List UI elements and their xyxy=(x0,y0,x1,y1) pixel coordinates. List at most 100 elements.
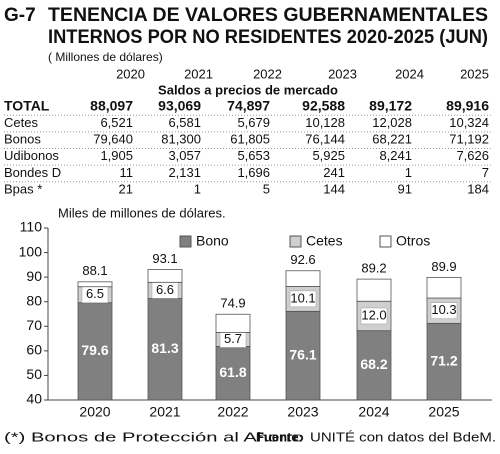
table-cell: 74,897 xyxy=(227,98,270,114)
legend-swatch xyxy=(179,235,192,248)
table-row-label: Bonos xyxy=(4,132,41,147)
table-cell: 8,241 xyxy=(379,148,412,163)
table-cell: 7 xyxy=(482,165,489,180)
table-cell: 144 xyxy=(323,181,345,196)
label-box xyxy=(430,302,458,319)
table-row-label: Bondes D xyxy=(4,165,61,180)
y-axis-label: Miles de millones de dólares. xyxy=(58,205,226,220)
chart-code: G-7 xyxy=(4,5,36,26)
source: UNITÉ con datos del BdeM. xyxy=(310,429,496,444)
bar-segment xyxy=(147,269,183,283)
total-label: 74.9 xyxy=(220,296,245,311)
bar-value-label: 61.8 xyxy=(219,364,246,380)
total-label: 89.9 xyxy=(431,259,456,274)
table-cell: 5 xyxy=(263,181,270,196)
y-tick-label: 110 xyxy=(20,219,43,235)
table-cell: 5,653 xyxy=(237,148,270,163)
label-box xyxy=(360,307,388,325)
bar-value-label: 68.2 xyxy=(360,356,387,372)
table-cell: 7,626 xyxy=(456,148,489,163)
y-tick-label: 100 xyxy=(19,243,43,259)
table-cell: 1 xyxy=(194,181,201,196)
bar-value-label: 5.7 xyxy=(224,331,242,346)
table-column-header: 2022 xyxy=(253,66,282,81)
table-row-label: Udibonos xyxy=(4,148,59,163)
table-cell: 93,069 xyxy=(158,98,201,114)
x-tick-label: 2020 xyxy=(79,404,110,420)
legend-label: Bono xyxy=(196,233,229,249)
table-cell: 1,696 xyxy=(237,165,270,180)
table-cell: 81,300 xyxy=(161,132,201,147)
x-tick-label: 2024 xyxy=(358,404,389,420)
label-box xyxy=(289,290,317,308)
table-cell: 91 xyxy=(398,181,412,196)
legend-label: Cetes xyxy=(306,233,343,249)
table-subheader: Saldos a precios de mercado xyxy=(158,82,338,97)
table-column-header: 2021 xyxy=(184,66,213,81)
table-cell: 10,324 xyxy=(449,115,489,130)
table-cell: 76,144 xyxy=(305,132,345,147)
y-tick-label: 50 xyxy=(26,366,42,382)
table-cell: 6,581 xyxy=(168,115,201,130)
x-tick-label: 2025 xyxy=(428,404,459,420)
table-column-header: 2025 xyxy=(460,66,489,81)
total-label: 92.6 xyxy=(290,252,315,267)
title-line: TENENCIA DE VALORES GUBERNAMENTALES xyxy=(48,5,488,26)
total-label: 93.1 xyxy=(152,251,177,266)
table-cell: 12,028 xyxy=(372,115,412,130)
subtitle: ( Millones de dólares) xyxy=(48,50,163,64)
legend-swatch xyxy=(289,235,302,248)
bar-segment xyxy=(285,310,321,401)
table-column-header: 2020 xyxy=(116,66,145,81)
bar-segment xyxy=(77,281,113,288)
y-tick-label: 80 xyxy=(26,292,42,308)
x-tick-label: 2021 xyxy=(149,404,180,420)
table-column-header: 2023 xyxy=(328,66,357,81)
footnote: (*) Bonos de Protección al Ahorro xyxy=(4,429,304,444)
bar-value-label: 76.1 xyxy=(289,346,316,362)
total-label: 88.1 xyxy=(82,263,107,278)
y-tick-label: 70 xyxy=(26,317,42,333)
table-cell: 88,097 xyxy=(90,98,133,114)
legend-swatch xyxy=(379,235,392,248)
title-line: INTERNOS POR NO RESIDENTES 2020-2025 (JU… xyxy=(48,27,488,48)
table-cell: 2,131 xyxy=(168,165,201,180)
bar-segment xyxy=(426,276,462,299)
table-cell: 11 xyxy=(120,165,134,180)
table-cell: 5,679 xyxy=(237,115,270,130)
table-cell: 184 xyxy=(467,181,489,196)
table-cell: 5,925 xyxy=(312,148,345,163)
table-cell: 241 xyxy=(323,165,345,180)
table-cell: 61,805 xyxy=(230,132,270,147)
table-cell: 89,916 xyxy=(446,98,489,114)
table-cell: 71,192 xyxy=(449,132,489,147)
bar-segment xyxy=(356,330,392,401)
bar-value-label: 6.6 xyxy=(156,282,174,297)
table-column-header: 2024 xyxy=(395,66,424,81)
bar-segment xyxy=(356,278,392,302)
source-label: Fuente: xyxy=(256,429,303,444)
table-cell: 68,221 xyxy=(372,132,412,147)
bar-value-label: 10.1 xyxy=(290,290,315,305)
x-tick-label: 2022 xyxy=(217,404,248,420)
total-label: 89.2 xyxy=(361,261,386,276)
table-cell: 6,521 xyxy=(100,115,133,130)
y-tick-label: 60 xyxy=(26,342,42,358)
bar-segment xyxy=(285,270,321,287)
table-row-label: Bpas * xyxy=(4,181,42,196)
bar-value-label: 71.2 xyxy=(430,352,457,368)
y-tick-label: 40 xyxy=(26,391,42,407)
bar-value-label: 81.3 xyxy=(151,340,178,356)
table-cell: 1,905 xyxy=(100,148,133,163)
bar-value-label: 79.6 xyxy=(81,342,108,358)
bar-value-label: 6.5 xyxy=(86,286,104,301)
legend-label: Otros xyxy=(396,233,430,249)
bar-value-label: 12.0 xyxy=(361,307,386,322)
table-row-label: TOTAL xyxy=(4,98,50,114)
bar-value-label: 10.3 xyxy=(431,302,456,317)
table-cell: 10,128 xyxy=(305,115,345,130)
table-cell: 79,640 xyxy=(93,132,133,147)
table-cell: 1 xyxy=(405,165,412,180)
y-tick-label: 90 xyxy=(26,268,42,284)
